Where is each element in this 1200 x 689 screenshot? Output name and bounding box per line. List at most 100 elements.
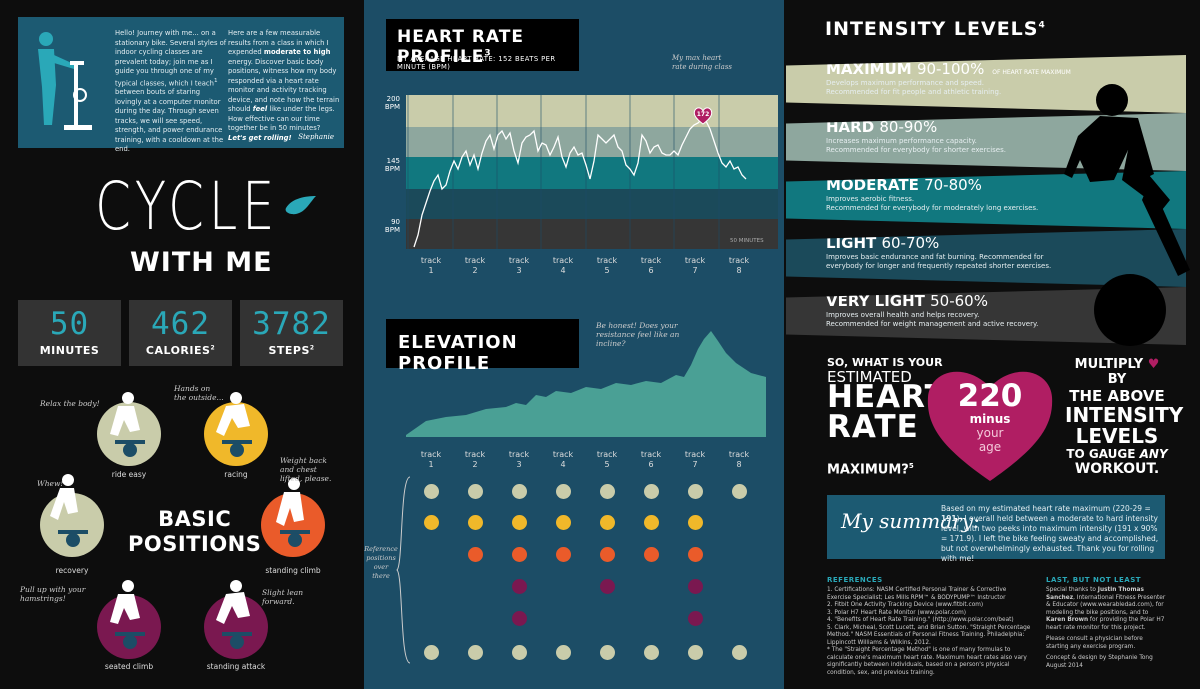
- track-label: track 2: [464, 256, 486, 275]
- position-dot: [688, 611, 703, 626]
- track-label: track 6: [640, 450, 662, 469]
- track-label: track 2: [464, 450, 486, 469]
- heart-rate-subtitle: MY AVERAGE HEART RATE: 152 BEATS PER MIN…: [397, 55, 556, 71]
- position-dot: [600, 645, 615, 660]
- position-dot: [512, 645, 527, 660]
- note-hands: Hands on the outside...: [174, 384, 224, 402]
- position-dot: [468, 547, 483, 562]
- stat-minutes: 50 MINUTES: [18, 300, 121, 366]
- stat-value: 50: [49, 306, 90, 342]
- band-hard: [406, 127, 778, 157]
- position-dot: [644, 515, 659, 530]
- stat-value: 462: [151, 306, 210, 342]
- reference-item: 5. Clark, Micheal, Scott Lucett, and Bri…: [827, 624, 1031, 646]
- reference-item: 4. "Benefits of Heart Rate Training." (h…: [827, 617, 1014, 623]
- position-dot: [512, 515, 527, 530]
- position-dot: [424, 484, 439, 499]
- cyclist-silhouette-icon: [38, 32, 92, 130]
- position-dot: [644, 645, 659, 660]
- max-heart-note: My max heart rate during class: [672, 54, 733, 71]
- position-dot: [512, 579, 527, 594]
- reference-brace-icon: [396, 476, 411, 664]
- stat-value: 3782: [252, 306, 331, 342]
- position-dot: [512, 547, 527, 562]
- position-dot: [688, 515, 703, 530]
- elevation-note: Be honest! Does your resistance feel lik…: [596, 321, 680, 348]
- y-label-145: 145 BPM: [384, 157, 400, 173]
- intro-paragraph-1: Hello! Journey with me... on a stationar…: [115, 29, 227, 154]
- heart-formula: 220 minus your age: [957, 378, 1023, 454]
- elevation-title-box: ELEVATION PROFILE: [386, 319, 579, 374]
- label-racing: racing: [224, 470, 248, 479]
- heart-rate-title: HEART RATE PROFILE3: [397, 27, 524, 67]
- position-dot: [600, 484, 615, 499]
- band-moderate: [406, 157, 778, 189]
- position-dot: [512, 484, 527, 499]
- track-label: track 4: [552, 450, 574, 469]
- references: REFERENCES 1. Certifications: NASM Certi…: [827, 576, 1031, 676]
- last-but-not-least: LAST, BUT NOT LEAST Special thanks to Ju…: [1046, 576, 1166, 669]
- note-lean: Slight lean forward.: [262, 588, 304, 606]
- track-label: track 5: [596, 256, 618, 275]
- duration-label: 50 MINUTES: [730, 238, 764, 244]
- position-dot: [468, 645, 483, 660]
- position-dot: [468, 515, 483, 530]
- summary-label: My summary:: [841, 509, 980, 533]
- stat-steps: 3782 STEPS2: [240, 300, 343, 366]
- elevation-area: [406, 331, 766, 437]
- position-dot: [424, 515, 439, 530]
- heart-shape-icon: [927, 371, 1053, 481]
- intro-paragraph-2: Here are a few measurable results from a…: [228, 29, 340, 142]
- position-dot: [600, 547, 615, 562]
- position-dot: [424, 645, 439, 660]
- elevation-title: ELEVATION PROFILE: [398, 332, 518, 374]
- position-dot: [600, 515, 615, 530]
- position-dot: [688, 645, 703, 660]
- band-maximum: [406, 95, 778, 127]
- note-relax: Relax the body!: [40, 399, 100, 408]
- track-label: track 8: [728, 450, 750, 469]
- max-heart-value: 172: [696, 111, 710, 118]
- note-whew: Whew!: [37, 479, 64, 488]
- main-title: CYCLE: [95, 168, 280, 245]
- reference-item: 3. Polar H7 Heart Rate Monitor (www.pola…: [827, 609, 966, 616]
- summary-box: My summary: Based on my estimated heart …: [827, 495, 1165, 563]
- note-pull: Pull up with your hamstrings!: [20, 585, 86, 603]
- sweat-drop-icon: [285, 196, 316, 215]
- estimate-big-text: HEART RATE: [827, 379, 947, 445]
- intensity-title: INTENSITY LEVELS4: [825, 18, 1046, 40]
- position-dot: [688, 547, 703, 562]
- estimate-question: SO, WHAT IS YOUR ESTIMATED: [827, 356, 943, 386]
- band-very-light: [406, 219, 778, 249]
- position-dot: [556, 645, 571, 660]
- estimate-maximum: MAXIMUM?5: [827, 462, 914, 478]
- track-label: track 3: [508, 450, 530, 469]
- intensity-level: LIGHT 60-70% Improves basic endurance and…: [786, 229, 1186, 287]
- y-label-200: 200 BPM: [384, 95, 400, 111]
- track-label: track 8: [728, 256, 750, 275]
- position-dot: [644, 484, 659, 499]
- signature: Stephanie: [298, 133, 334, 141]
- track-label: track 7: [684, 256, 706, 275]
- track-label: track 7: [684, 450, 706, 469]
- reference-item: * The "Straight Percentage Method" is on…: [827, 647, 1027, 676]
- max-heart-marker-icon: [693, 107, 713, 125]
- cyclist-silhouette-large-icon: [1064, 84, 1190, 346]
- stat-label: STEPS2: [268, 344, 315, 357]
- y-label-90: 90 BPM: [384, 218, 400, 234]
- track-label: track 1: [420, 256, 442, 275]
- label-standing-attack: standing attack: [206, 662, 266, 671]
- note-weight: Weight back and chest lifted, please.: [280, 456, 332, 483]
- track-label: track 6: [640, 256, 662, 275]
- positions-heading: BASIC POSITIONS: [128, 507, 262, 556]
- stat-calories: 462 CALORIES2: [129, 300, 232, 366]
- reference-item: 2. Fitbit One Activity Tracking Device (…: [827, 602, 984, 608]
- track-label: track 5: [596, 450, 618, 469]
- position-dot: [556, 484, 571, 499]
- position-dot: [556, 547, 571, 562]
- reference-note: Reference positions over there: [364, 545, 398, 580]
- position-dot: [644, 547, 659, 562]
- stat-label: CALORIES2: [145, 344, 216, 357]
- track-label: track 1: [420, 450, 442, 469]
- position-dot: [468, 484, 483, 499]
